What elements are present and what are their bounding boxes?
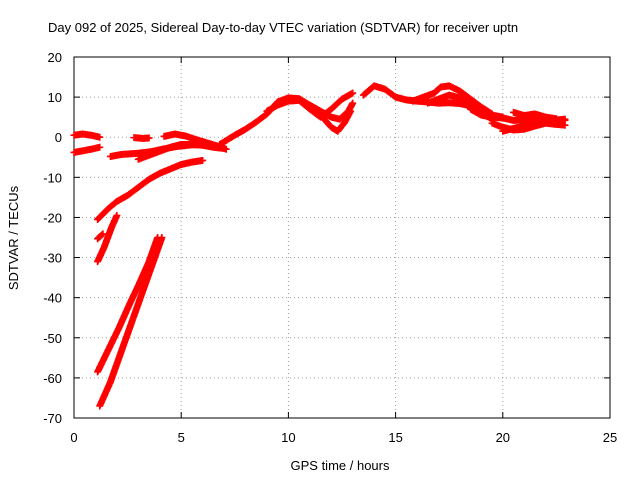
- y-tick-label: 0: [55, 130, 62, 145]
- data-point: [199, 156, 207, 164]
- data-point: [96, 143, 104, 151]
- series-arc-n: [263, 89, 357, 121]
- series-arc-d: [130, 134, 153, 142]
- axes: [73, 56, 611, 419]
- chart-title: Day 092 of 2025, Sidereal Day-to-day VTE…: [48, 20, 518, 35]
- y-tick-label: -70: [43, 411, 62, 426]
- y-tick-label: 20: [48, 50, 62, 65]
- x-tick-label: 15: [388, 430, 402, 445]
- data-point: [145, 134, 153, 142]
- y-tick-label: -60: [43, 371, 62, 386]
- y-tick-label: -50: [43, 331, 62, 346]
- data-point: [99, 230, 107, 238]
- y-tick-label: -40: [43, 291, 62, 306]
- x-tick-label: 10: [281, 430, 295, 445]
- series-arc-g: [94, 156, 207, 223]
- series-arc-p: [409, 82, 496, 118]
- series-arc-h: [94, 230, 107, 243]
- data-point: [113, 211, 121, 219]
- x-axis-label: GPS time / hours: [291, 458, 390, 473]
- data-point: [347, 107, 355, 115]
- data-point: [552, 115, 560, 123]
- series-arc-k: [96, 234, 166, 410]
- series-arc-u: [510, 108, 560, 123]
- plot-frame: [73, 56, 611, 419]
- data-point: [561, 121, 569, 129]
- x-tick-label: 0: [70, 430, 77, 445]
- x-tick-label: 5: [178, 430, 185, 445]
- series-arc-i: [94, 211, 121, 266]
- data-point: [222, 145, 230, 153]
- y-tick-label: -20: [43, 210, 62, 225]
- y-tick-label: 10: [48, 90, 62, 105]
- series-arc-f: [160, 130, 230, 153]
- x-tick-label: 20: [496, 430, 510, 445]
- series-arc-a: [70, 130, 104, 141]
- series-arc-b: [70, 143, 104, 156]
- data-point: [561, 115, 569, 123]
- data-point: [349, 99, 357, 107]
- data-point: [158, 234, 166, 241]
- data-point: [96, 133, 104, 141]
- x-tick-label: 25: [603, 430, 617, 445]
- y-axis-label: SDTVAR / TECUs: [6, 185, 21, 290]
- tick-labels: 0 5 10 15 20 25 -70 -60 -50 -40 -30 -20 -10 0 10 20: [43, 50, 617, 445]
- y-tick-label: -10: [43, 170, 62, 185]
- data-point: [349, 89, 357, 97]
- data-marks: [70, 82, 569, 410]
- y-tick-label: -30: [43, 251, 62, 266]
- data-point: [98, 231, 106, 239]
